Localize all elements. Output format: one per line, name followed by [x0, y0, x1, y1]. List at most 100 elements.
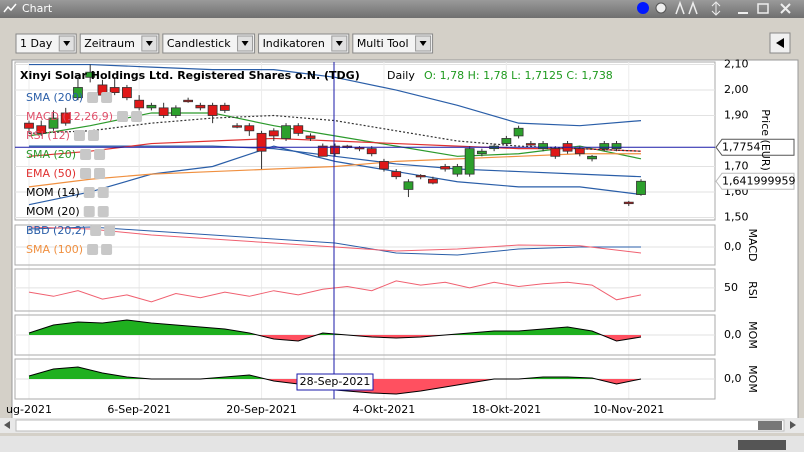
dropdown-box[interactable]	[258, 33, 350, 54]
settings-icon[interactable]	[655, 2, 667, 14]
close-button[interactable]	[780, 3, 791, 14]
candle-body	[219, 104, 230, 111]
candle-body	[85, 71, 96, 78]
candle-body	[513, 127, 524, 137]
candle-body	[623, 201, 634, 205]
dropdown-label: Multi Tool	[357, 37, 409, 50]
indicator-legend[interactable]: RSI (12)	[26, 129, 70, 142]
dropdown[interactable]: Zeitraum	[79, 33, 160, 54]
x-tick-label: 6-Sep-2021	[107, 403, 171, 416]
zoom-slider[interactable]	[738, 440, 786, 450]
scroll-track[interactable]	[15, 419, 785, 432]
dropdown-label: Indikatoren	[263, 37, 325, 50]
indicator-legend[interactable]: BBD (20,2)	[26, 224, 86, 237]
legend-remove[interactable]	[87, 130, 99, 141]
x-tick-label: ug-2021	[6, 403, 52, 416]
indicator-line	[29, 63, 642, 127]
y-tick-label: 1,90	[724, 109, 749, 122]
legend-remove[interactable]	[131, 111, 143, 122]
y-tick-label: 0,0	[724, 372, 742, 385]
collapse-arrow	[776, 38, 784, 48]
candle-body	[415, 175, 426, 178]
window-title: Chart	[22, 2, 53, 15]
candle-body	[403, 181, 414, 190]
indicator-legend[interactable]: SMA (100)	[26, 243, 83, 256]
legend-remove[interactable]	[94, 168, 106, 179]
price-marker-label: 1,641999959	[722, 174, 795, 187]
dropdown-arrow	[63, 41, 71, 46]
indicator-legend[interactable]: EMA (50)	[26, 167, 76, 180]
candle-body	[464, 148, 475, 175]
dropdown[interactable]: Indikatoren	[258, 33, 350, 54]
maximize-button[interactable]	[757, 3, 769, 14]
dropdown-label: Candlestick	[167, 37, 231, 50]
dropdown[interactable]: 1 Day	[15, 33, 77, 54]
indicator-line	[28, 153, 641, 188]
candle-body	[538, 143, 548, 150]
crosshair-date-box	[296, 373, 374, 391]
dropdown-box[interactable]	[162, 33, 256, 54]
candle-body	[452, 166, 463, 175]
legend-settings[interactable]	[80, 149, 92, 160]
legend-remove[interactable]	[101, 244, 113, 255]
candle-body	[550, 148, 561, 157]
scroll-left[interactable]	[4, 421, 10, 429]
indicator-legend[interactable]: SMA (20)	[26, 148, 76, 161]
x-tick-label: 18-Okt-2021	[472, 403, 542, 416]
candle-body	[60, 112, 71, 124]
candle-body	[440, 166, 451, 170]
dropdown-arrow	[241, 41, 249, 46]
scroll-thumb[interactable]	[758, 421, 782, 430]
indicator-legend[interactable]: MOM (20)	[26, 205, 80, 218]
crosshair-date: 28-Sep-2021	[300, 375, 371, 388]
legend-remove[interactable]	[97, 187, 109, 198]
candle-body	[36, 125, 47, 134]
legend-settings[interactable]	[87, 244, 99, 255]
legend-remove[interactable]	[97, 206, 109, 217]
y-axis-label: Price (EUR)	[759, 109, 772, 171]
toolbar: 1 Day Zeitraum Candlestick Indikatoren Multi…	[15, 33, 434, 54]
dropdown-box[interactable]	[352, 33, 434, 54]
indicator-line	[28, 226, 642, 254]
legend-settings[interactable]	[87, 92, 99, 103]
candle-body	[281, 125, 291, 139]
bottom-bar	[0, 436, 804, 452]
y-tick-label: 2,10	[724, 58, 749, 71]
resize-icon[interactable]	[711, 1, 721, 16]
legend-settings[interactable]	[90, 225, 102, 236]
legend-remove[interactable]	[101, 92, 113, 103]
candle-body	[317, 145, 328, 157]
status-dot	[637, 2, 649, 14]
candle-body	[379, 160, 389, 170]
indicator-legend[interactable]: MOM (14)	[26, 186, 80, 199]
indicator-panel	[14, 268, 716, 312]
candle-body	[587, 155, 597, 160]
candle-body	[268, 130, 279, 137]
candle-body	[232, 125, 242, 128]
panel-label: MACD	[746, 229, 759, 262]
legend-remove[interactable]	[104, 225, 116, 236]
candle-body	[574, 148, 585, 155]
scroll-right[interactable]	[790, 421, 796, 429]
legend-settings[interactable]	[83, 187, 95, 198]
font-size-icon[interactable]	[675, 0, 698, 15]
dropdown[interactable]: Multi Tool	[352, 33, 434, 54]
dropdown-label: 1 Day	[20, 37, 53, 50]
indicator-legend[interactable]: SMA (200)	[26, 91, 83, 104]
candle-body	[109, 87, 120, 93]
x-tick-label: 4-Okt-2021	[353, 403, 416, 416]
indicator-legend[interactable]: MACD (12,26,9)	[26, 110, 113, 123]
momentum-area-positive	[29, 320, 641, 335]
legend-remove[interactable]	[94, 149, 106, 160]
legend-settings[interactable]	[73, 130, 85, 141]
candle-body	[146, 104, 157, 109]
candle-body	[476, 150, 487, 155]
x-tick-label: 10-Nov-2021	[593, 403, 664, 416]
legend-settings[interactable]	[83, 206, 95, 217]
legend-settings[interactable]	[117, 111, 129, 122]
candle-body	[183, 99, 194, 103]
legend-settings[interactable]	[80, 168, 92, 179]
dropdown-box[interactable]	[79, 33, 160, 54]
interval: Daily	[387, 69, 415, 82]
dropdown[interactable]: Candlestick	[162, 33, 256, 54]
